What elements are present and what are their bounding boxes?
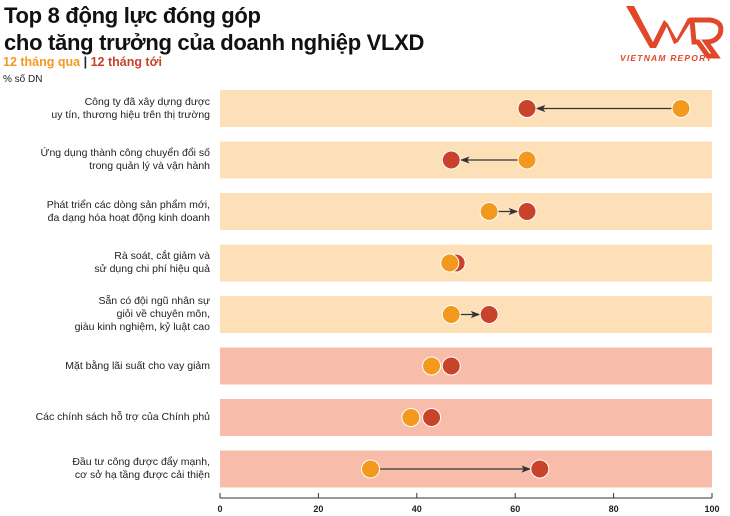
- x-tick-label: 80: [609, 504, 619, 514]
- category-label: Sẵn có đội ngũ nhân sự giỏi về chuyên môn…: [0, 295, 210, 334]
- category-label-line: Ứng dụng thành công chuyển đổi số: [40, 147, 210, 159]
- category-label: Đầu tư công được đẩy mạnh, cơ sở hạ tầng …: [0, 456, 210, 482]
- category-label: Công ty đã xây dựng được uy tín, thương h…: [0, 96, 210, 122]
- row-band: [220, 244, 712, 282]
- category-label-line: giàu kinh nghiệm, kỷ luật cao: [74, 321, 210, 333]
- unit-label: % số DN: [3, 74, 43, 85]
- point-future: [441, 356, 461, 376]
- point-future: [479, 305, 499, 324]
- point-future: [422, 408, 442, 427]
- category-label-line: trong quản lý và vận hành: [89, 160, 210, 172]
- category-label-line: đa dạng hóa hoạt động kinh doanh: [47, 211, 210, 224]
- point-past: [671, 99, 691, 118]
- category-label-line: Phát triển các dòng sản phẩm mới,: [46, 198, 210, 211]
- category-label-line: Các chính sách hỗ trợ của Chính phủ: [35, 411, 210, 423]
- category-label: Rà soát, cắt giảm và sử dụng chi phí hiệu…: [0, 250, 210, 276]
- point-future: [441, 150, 461, 170]
- point-past: [479, 202, 499, 221]
- category-label: Ứng dụng thành công chuyển đổi số trong q…: [0, 147, 210, 173]
- title-line-1: Top 8 động lực đóng góp: [4, 3, 261, 28]
- point-past: [517, 150, 537, 170]
- point-past: [440, 253, 460, 273]
- x-tick-label: 60: [510, 504, 520, 514]
- category-label-line: Công ty đã xây dựng được: [84, 95, 210, 108]
- row-band: [220, 399, 712, 436]
- point-past: [401, 408, 421, 427]
- legend: 12 tháng qua | 12 tháng tới: [3, 55, 162, 69]
- row-band: [220, 347, 712, 385]
- row-band: [220, 193, 712, 230]
- title-line-2: cho tăng trưởng của doanh nghiệp VLXD: [4, 30, 425, 55]
- point-past: [422, 356, 442, 376]
- x-tick-label: 20: [313, 504, 323, 514]
- x-tick-label: 0: [217, 504, 222, 514]
- chart-title: Top 8 động lực đóng góp cho tăng trưởng …: [4, 2, 424, 56]
- category-label: Các chính sách hỗ trợ của Chính phủ: [0, 411, 210, 424]
- point-future: [517, 202, 537, 221]
- category-label-line: giỏi về chuyên môn,: [116, 308, 210, 320]
- point-future: [517, 99, 537, 118]
- category-label-line: Đầu tư công được đẩy mạnh,: [72, 456, 210, 468]
- category-label-line: Rà soát, cắt giảm và: [114, 250, 210, 262]
- point-future: [530, 459, 550, 479]
- category-label-line: uy tín, thương hiệu trên thị trường: [51, 108, 210, 121]
- category-label: Phát triển các dòng sản phẩm mới, đa dạng…: [0, 199, 210, 225]
- category-label-line: sử dụng chi phí hiệu quả: [94, 263, 210, 275]
- category-label-line: Sẵn có đội ngũ nhân sự: [98, 295, 210, 307]
- x-tick-label: 40: [412, 504, 422, 514]
- category-label: Mặt bằng lãi suất cho vay giảm: [0, 360, 210, 373]
- logo-text: VIETNAM REPORT: [620, 53, 713, 63]
- x-tick-label: 100: [704, 504, 719, 514]
- category-label-line: cơ sở hạ tầng được cải thiện: [74, 469, 210, 481]
- vnr-logo: [626, 6, 724, 59]
- point-past: [361, 459, 381, 479]
- point-past: [441, 305, 461, 324]
- category-label-line: Mặt bằng lãi suất cho vay giảm: [65, 359, 210, 372]
- legend-separator: |: [83, 55, 88, 69]
- legend-past: 12 tháng qua: [3, 55, 81, 69]
- legend-future: 12 tháng tới: [90, 55, 162, 69]
